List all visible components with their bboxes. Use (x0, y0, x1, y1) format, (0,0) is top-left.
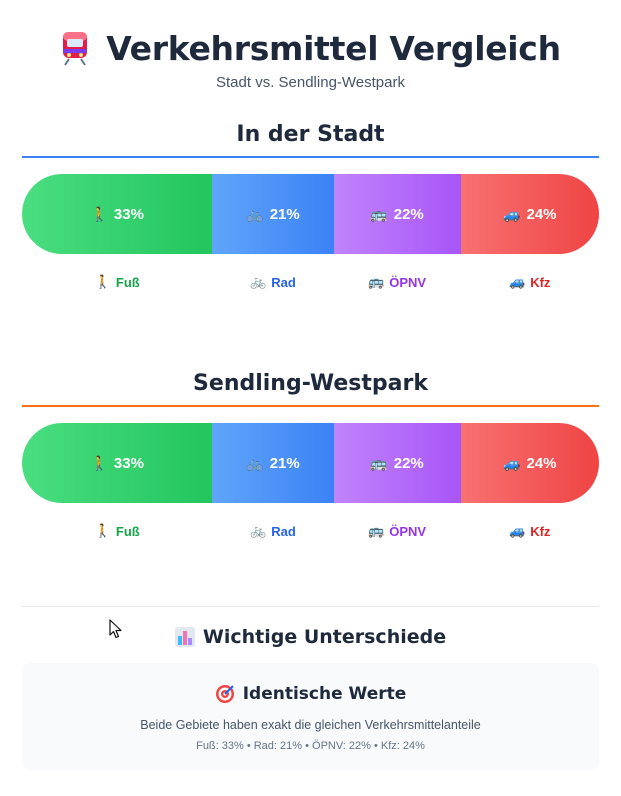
modal-split-bar: 🚶 33% 🚲 21% 🚌 22% 🚙 24% (22, 423, 599, 503)
segment-value: 22% (393, 454, 424, 472)
section-title: Sendling-Westpark (193, 371, 428, 396)
card-title-row: Identische Werte (22, 682, 599, 706)
car-icon: 🚙 (509, 274, 526, 289)
legend-label: Kfz (530, 523, 551, 539)
walking-icon: 🚶 (94, 523, 111, 538)
bar-segment-oepnv: 🚌 22% (333, 423, 461, 503)
car-icon: 🚙 (503, 205, 521, 222)
bar-segment-rad: 🚲 21% (212, 423, 334, 503)
legend-item-rad: 🚲 Rad (212, 521, 333, 541)
car-icon: 🚙 (509, 523, 526, 538)
legend: 🚶 Fuß 🚲 Rad 🚌 ÖPNV 🚙 Kfz (22, 272, 599, 292)
segment-value: 21% (269, 205, 300, 223)
card-title: Identische Werte (242, 684, 407, 704)
bar-segment-fuss: 🚶 33% (22, 423, 213, 503)
segment-value: 33% (113, 454, 144, 472)
difference-card: Identische Werte Beide Gebiete haben exa… (22, 663, 599, 770)
card-description: Beide Gebiete haben exakt die gleichen V… (140, 718, 481, 732)
legend-item-fuss: 🚶 Fuß (22, 521, 212, 541)
differences-title: Wichtige Unterschiede (202, 626, 447, 648)
bicycle-icon: 🚲 (246, 454, 264, 471)
legend-item-kfz: 🚙 Kfz (461, 272, 599, 292)
modal-split-bar: 🚶 33% 🚲 21% 🚌 22% 🚙 24% (22, 174, 599, 254)
legend-label: Kfz (530, 274, 551, 290)
differences-header: Wichtige Unterschiede (0, 624, 621, 650)
walking-icon: 🚶 (90, 205, 108, 222)
page-header: Verkehrsmittel Vergleich Stadt vs. Sendl… (0, 26, 621, 91)
legend-item-kfz: 🚙 Kfz (461, 521, 599, 541)
bar-segment-fuss: 🚶 33% (22, 174, 213, 254)
legend-label: Rad (271, 523, 296, 539)
section-stadt: In der Stadt 🚶 33% 🚲 21% 🚌 22% 🚙 24% 🚶 F… (22, 118, 599, 292)
legend-item-oepnv: 🚌 ÖPNV (334, 272, 461, 292)
legend: 🚶 Fuß 🚲 Rad 🚌 ÖPNV 🚙 Kfz (22, 521, 599, 541)
bicycle-icon: 🚲 (246, 205, 264, 222)
section-title: In der Stadt (236, 122, 385, 147)
bus-icon: 🚌 (368, 274, 385, 289)
bar-segment-oepnv: 🚌 22% (333, 174, 461, 254)
bus-icon: 🚌 (370, 454, 388, 471)
page-title: Verkehrsmittel Vergleich (106, 28, 561, 68)
legend-label: Fuß (115, 523, 140, 539)
target-icon (215, 685, 234, 703)
card-values: Fuß: 33% • Rad: 21% • ÖPNV: 22% • Kfz: 2… (196, 740, 425, 752)
legend-label: Fuß (115, 274, 140, 290)
bar-chart-icon (174, 627, 195, 647)
bar-segment-kfz: 🚙 24% (460, 423, 599, 503)
bicycle-icon: 🚲 (250, 523, 267, 538)
legend-item-rad: 🚲 Rad (212, 272, 333, 292)
train-icon (63, 32, 88, 66)
title-row: Verkehrsmittel Vergleich (0, 26, 621, 70)
bicycle-icon: 🚲 (250, 274, 267, 289)
walking-icon: 🚶 (90, 454, 108, 471)
bar-segment-kfz: 🚙 24% (460, 174, 599, 254)
segment-value: 21% (269, 454, 300, 472)
page-subtitle: Stadt vs. Sendling-Westpark (216, 74, 405, 91)
divider (22, 606, 599, 607)
segment-value: 24% (526, 205, 557, 223)
legend-label: ÖPNV (389, 523, 427, 539)
bus-icon: 🚌 (368, 523, 385, 538)
bus-icon: 🚌 (370, 205, 388, 222)
legend-item-fuss: 🚶 Fuß (22, 272, 212, 292)
section-rule (22, 405, 599, 407)
segment-value: 24% (526, 454, 557, 472)
section-rule (22, 156, 599, 158)
legend-item-oepnv: 🚌 ÖPNV (334, 521, 461, 541)
section-sendling-westpark: Sendling-Westpark 🚶 33% 🚲 21% 🚌 22% 🚙 24… (22, 367, 599, 541)
mouse-cursor-icon (109, 619, 122, 639)
segment-value: 33% (113, 205, 144, 223)
segment-value: 22% (393, 205, 424, 223)
legend-label: Rad (271, 274, 296, 290)
bar-segment-rad: 🚲 21% (212, 174, 334, 254)
legend-label: ÖPNV (389, 274, 427, 290)
walking-icon: 🚶 (94, 274, 111, 289)
car-icon: 🚙 (503, 454, 521, 471)
